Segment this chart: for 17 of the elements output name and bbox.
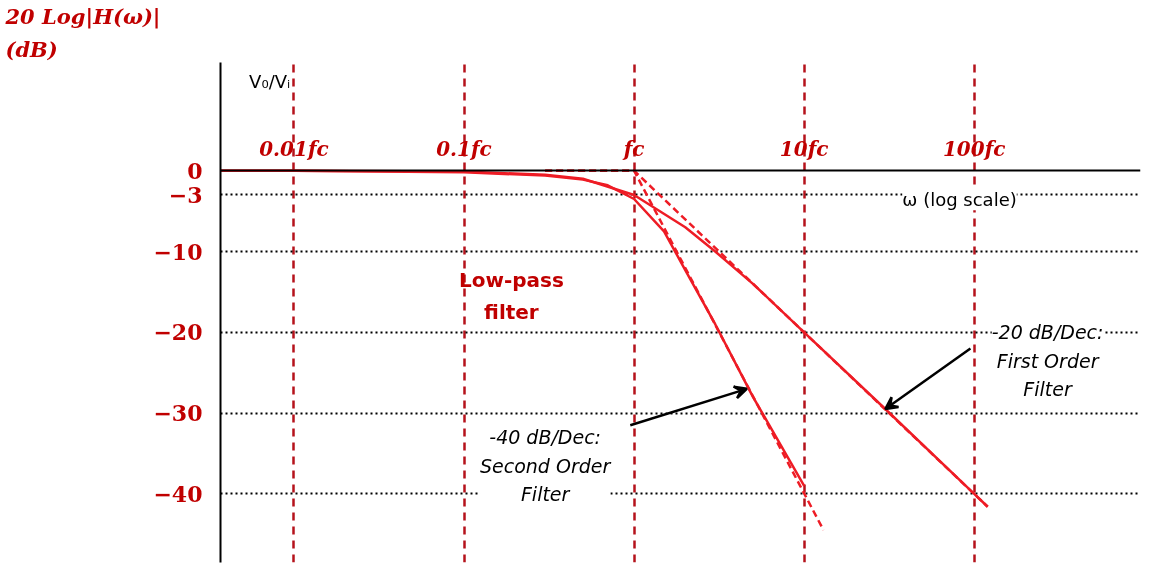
- x-tick-label: 10fc: [779, 136, 829, 161]
- x-axis-title: ω (log scale): [902, 189, 1017, 211]
- annotation: -40 dB/Dec: Second Order Filter: [480, 425, 612, 506]
- y-tick-label: −40: [153, 480, 203, 507]
- y-tick-label: −10: [153, 238, 203, 265]
- x-tick-label: 0.01fc: [259, 136, 329, 161]
- y-axis-title: 20 Log|H(ω)| (dB): [4, 4, 161, 62]
- y-tick-label: −30: [153, 400, 203, 427]
- annotation: Low-pass filter: [458, 268, 564, 324]
- y-tick-label: 0: [187, 157, 203, 184]
- annotation: V₀/Vᵢ: [249, 71, 291, 93]
- x-tick-label: fc: [621, 136, 645, 161]
- x-tick-label: 100fc: [942, 136, 1006, 161]
- x-tick-label: 0.1fc: [436, 136, 492, 161]
- annotation: -20 dB/Dec: First Order Filter: [991, 320, 1104, 401]
- y-tick-label: −3: [168, 181, 203, 208]
- y-tick-label: −20: [153, 319, 203, 346]
